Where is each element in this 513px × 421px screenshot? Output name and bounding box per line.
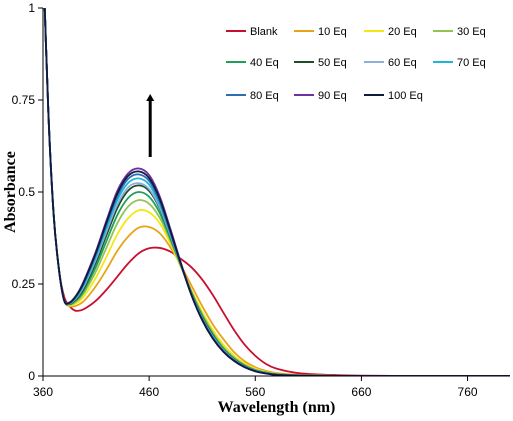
legend-entry-0: Blank	[226, 26, 278, 38]
x-axis-title: Wavelength (nm)	[218, 399, 336, 416]
legend-entry-9: 90 Eq	[294, 90, 347, 102]
x-tick-label-1: 460	[139, 385, 159, 399]
legend-entry-1: 10 Eq	[294, 26, 347, 38]
legend-label: 70 Eq	[457, 57, 486, 69]
x-tick-label-4: 760	[458, 385, 478, 399]
x-tick-label-0: 360	[33, 385, 53, 399]
legend: Blank 10 Eq 20 Eq 30 Eq 40 Eq 50 Eq 60 Eq 70 Eq…	[226, 26, 486, 102]
legend-label: 20 Eq	[388, 26, 417, 38]
legend-entry-4: 40 Eq	[226, 57, 279, 69]
y-tick-label-1: 0.25	[12, 277, 36, 291]
legend-entry-5: 50 Eq	[294, 57, 347, 69]
legend-label: 50 Eq	[318, 57, 347, 69]
legend-label: 40 Eq	[250, 57, 279, 69]
legend-entry-3: 30 Eq	[433, 26, 486, 38]
legend-label: 10 Eq	[318, 26, 347, 38]
y-tick-label-0: 0	[28, 369, 35, 383]
y-tick-label-3: 0.75	[12, 93, 36, 107]
legend-label: 100 Eq	[388, 90, 423, 102]
legend-label: 80 Eq	[250, 90, 279, 102]
legend-label: Blank	[250, 26, 278, 38]
y-tick-label-4: 1	[28, 1, 35, 15]
legend-label: 30 Eq	[457, 26, 486, 38]
legend-entry-10: 100 Eq	[364, 90, 423, 102]
legend-entry-6: 60 Eq	[364, 57, 417, 69]
legend-label: 90 Eq	[318, 90, 347, 102]
legend-entry-2: 20 Eq	[364, 26, 417, 38]
legend-label: 60 Eq	[388, 57, 417, 69]
increase-arrow-annotation	[146, 94, 155, 157]
ticks: 360 460 560 660 760 0 0.25 0.5 0.75 1	[12, 1, 478, 399]
y-tick-label-2: 0.5	[18, 185, 35, 199]
y-axis-title: Absorbance	[2, 151, 19, 233]
legend-entry-7: 70 Eq	[433, 57, 486, 69]
arrow-head	[146, 94, 155, 101]
x-tick-label-2: 560	[245, 385, 265, 399]
legend-entry-8: 80 Eq	[226, 90, 279, 102]
x-tick-label-3: 660	[351, 385, 371, 399]
